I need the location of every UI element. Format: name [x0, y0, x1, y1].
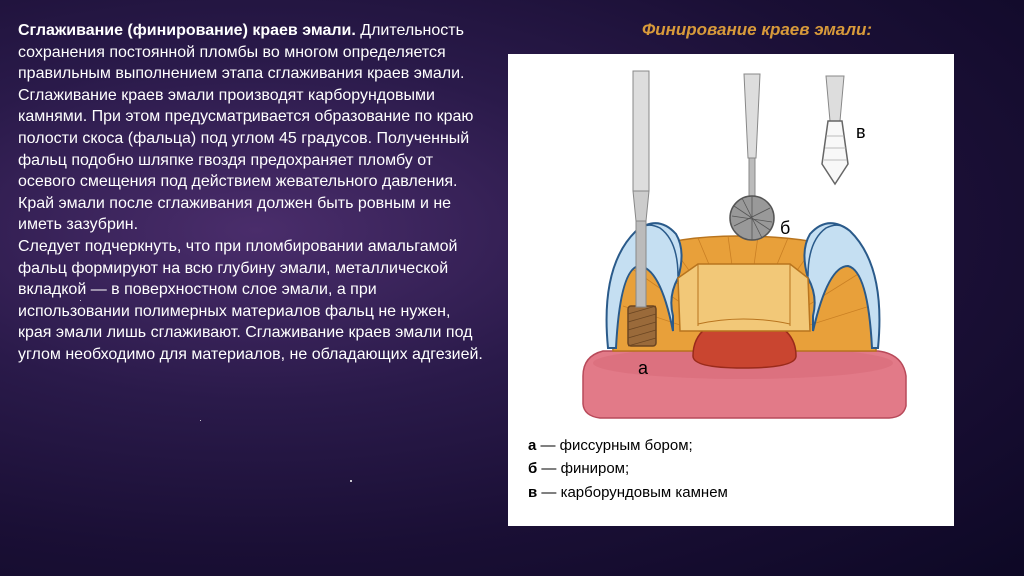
legend: а — фиссурным бором; б — финиром; в — ка…	[528, 434, 934, 504]
label-a: а	[638, 358, 649, 378]
illustration: а б в	[528, 66, 934, 426]
legend-line-c: в — карборундовым камнем	[528, 481, 934, 504]
legend-line-a: а — фиссурным бором;	[528, 434, 934, 457]
label-c: в	[856, 122, 866, 142]
body-heading: Сглаживание (финирование) краев эмали.	[18, 22, 356, 39]
legend-line-b: б — финиром;	[528, 457, 934, 480]
figure-title: Финирование краев эмали:	[508, 20, 1006, 40]
label-b: б	[780, 218, 790, 238]
text-column: Сглаживание (финирование) краев эмали. Д…	[18, 20, 488, 556]
slide-content: Сглаживание (финирование) краев эмали. Д…	[0, 0, 1024, 576]
body-text: Длительность сохранения постоянной пломб…	[18, 22, 483, 363]
tool-b-icon	[730, 74, 774, 240]
figure-column: Финирование краев эмали:	[508, 20, 1006, 556]
tool-c-icon	[822, 76, 848, 184]
figure-box: а б в а — фиссурным бором; б — финиром; …	[508, 54, 954, 526]
